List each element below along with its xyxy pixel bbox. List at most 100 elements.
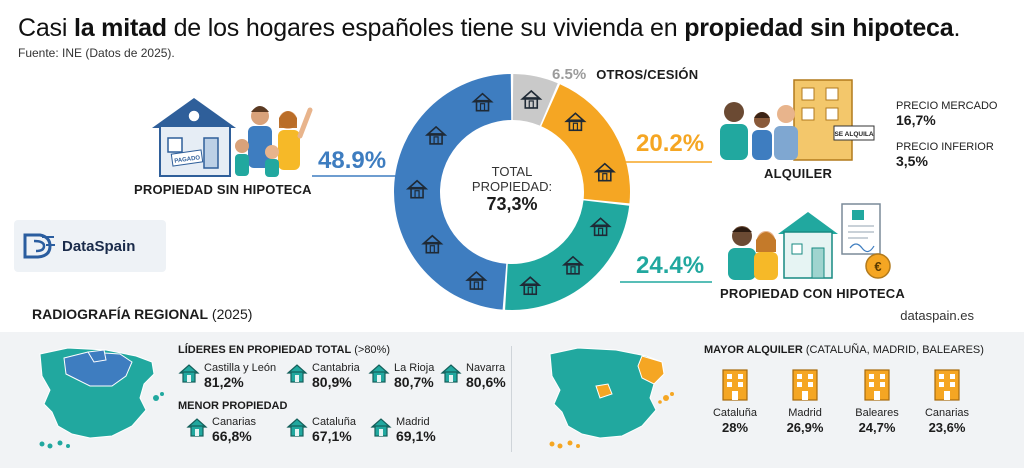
- dataspain-logo-icon: [23, 233, 55, 259]
- rent-region-value: 23,6%: [928, 420, 966, 435]
- donut-slice-alquiler: [541, 84, 630, 204]
- rent-lower-label: PRECIO INFERIOR: [896, 141, 994, 153]
- region-name: Navarra: [466, 362, 506, 374]
- house-icon: [421, 234, 444, 254]
- rental-building-illustration: SE ALQUILA: [720, 79, 875, 161]
- segment-caption-rent: ALQUILER: [764, 166, 833, 181]
- paid-stamp-text: PAGADO: [174, 155, 201, 165]
- rent-region-value: 28%: [721, 420, 749, 435]
- rent-lower-value: 3,5%: [896, 153, 928, 169]
- region-value: 81,2%: [204, 374, 244, 390]
- leader-line-blue: [312, 175, 402, 177]
- segment-value-no-mortgage: 48.9%: [318, 147, 387, 174]
- segment-value-other: 6.5%: [552, 66, 587, 83]
- segment-caption-no-mortgage: PROPIEDAD SIN HIPOTECA: [134, 182, 312, 197]
- region-leader-navarra: Navarra 80,6%: [440, 362, 506, 390]
- segment-caption-other: OTROS/CESIÓN: [596, 67, 699, 82]
- rent-region-value: 24,7%: [858, 420, 896, 435]
- region-leader-castilla-y-leon: Castilla y León 81,2%: [178, 362, 276, 390]
- region-value: 69,1%: [396, 428, 436, 444]
- house-icon: [589, 217, 612, 237]
- region-name: Cataluña: [312, 416, 357, 428]
- region-value: 80,7%: [394, 374, 434, 390]
- rent-region-name: Canarias: [924, 407, 970, 419]
- leader-line-teal: [620, 281, 712, 283]
- segment-caption-mortgage: PROPIEDAD CON HIPOTECA: [720, 286, 905, 301]
- region-value: 66,8%: [212, 428, 252, 444]
- family-house-illustration: PAGADO: [152, 98, 313, 177]
- segment-value-rent: 20.2%: [636, 130, 705, 157]
- region-name: Castilla y León: [204, 362, 277, 374]
- region-name: Madrid: [396, 416, 430, 428]
- house-icon: [519, 276, 542, 296]
- house-icon: [286, 364, 308, 383]
- house-icon: [186, 418, 208, 437]
- building-icon: [792, 369, 818, 401]
- brand-name: DataSpain: [62, 237, 136, 255]
- house-icon: [520, 89, 543, 109]
- region-value: 80,6%: [466, 374, 506, 390]
- rent-region-madrid: Madrid 26,9%: [770, 368, 840, 435]
- rent-lower-breakdown: PRECIO INFERIOR 3,5%: [896, 141, 994, 169]
- regional-section-title: RADIOGRAFÍA REGIONAL (2025): [32, 306, 253, 322]
- svg-text:€: €: [874, 259, 881, 274]
- leader-line-orange: [620, 161, 712, 163]
- spain-map-rent: [549, 347, 674, 449]
- segment-value-mortgage: 24.4%: [636, 252, 705, 279]
- building-icon: [722, 369, 748, 401]
- page-title: Casi la mitad de los hogares españoles t…: [18, 14, 961, 42]
- house-icon: [564, 112, 587, 132]
- rent-region-name: Cataluña: [712, 407, 758, 419]
- total-label: TOTAL PROPIEDAD:: [471, 164, 553, 194]
- house-icon: [440, 364, 462, 383]
- rent-market-value: 16,7%: [896, 112, 936, 128]
- house-icon: [178, 364, 200, 383]
- region-lowest-madrid: Madrid 69,1%: [370, 416, 436, 444]
- building-icon: [864, 369, 890, 401]
- rent-title: MAYOR ALQUILER (CATALUÑA, MADRID, BALEAR…: [704, 344, 984, 356]
- region-name: La Rioja: [394, 362, 435, 374]
- regional-panel: [0, 332, 1024, 468]
- source-note: Fuente: INE (Datos de 2025).: [18, 46, 175, 60]
- region-leader-cantabria: Cantabria 80,9%: [286, 362, 360, 390]
- donut-center-total: TOTAL PROPIEDAD: 73,3%: [452, 164, 572, 215]
- region-value: 67,1%: [312, 428, 352, 444]
- lowest-title: MENOR PROPIEDAD: [178, 400, 288, 412]
- rent-region-value: 26,9%: [786, 420, 824, 435]
- total-value: 73,3%: [486, 194, 538, 214]
- rent-market-breakdown: PRECIO MERCADO 16,7%: [896, 100, 997, 128]
- rent-market-label: PRECIO MERCADO: [896, 100, 998, 112]
- house-icon: [424, 125, 448, 145]
- house-icon: [561, 255, 585, 275]
- rent-region-canarias: Canarias 23,6%: [912, 368, 982, 435]
- region-lowest-cataluna: Cataluña 67,1%: [286, 416, 356, 444]
- region-name: Canarias: [212, 416, 257, 428]
- rent-region-baleares: Baleares 24,7%: [842, 368, 912, 435]
- mortgage-house-illustration: €: [728, 203, 891, 280]
- house-icon: [405, 179, 429, 199]
- brand-url: dataspain.es: [900, 308, 974, 323]
- ownership-donut-chart: [394, 74, 630, 310]
- house-icon: [286, 418, 308, 437]
- spain-map-ownership: [39, 347, 164, 449]
- rent-region-cataluna: Cataluña 28%: [700, 368, 770, 435]
- donut-slice-otros-cesi-n: [512, 74, 558, 126]
- building-icon: [934, 369, 960, 401]
- region-leader-la-rioja: La Rioja 80,7%: [368, 362, 434, 390]
- house-icon: [465, 270, 488, 290]
- rent-region-name: Madrid: [788, 407, 822, 419]
- house-icon: [471, 92, 494, 112]
- panel-divider: [511, 346, 512, 452]
- house-icon: [370, 418, 392, 437]
- donut-slice-propiedad-sin-hipoteca: [394, 74, 512, 310]
- rent-region-name: Baleares: [855, 407, 899, 419]
- region-value: 80,9%: [312, 374, 352, 390]
- leaders-title: LÍDERES EN PROPIEDAD TOTAL (>80%): [178, 344, 390, 356]
- region-name: Cantabria: [312, 362, 360, 374]
- region-lowest-canarias: Canarias 66,8%: [186, 416, 256, 444]
- brand-logo: DataSpain: [14, 220, 166, 272]
- house-icon: [593, 162, 616, 182]
- rent-sign-text: SE ALQUILA: [834, 131, 873, 138]
- segment-label-other: 6.5% OTROS/CESIÓN: [552, 66, 698, 83]
- house-icon: [368, 364, 390, 383]
